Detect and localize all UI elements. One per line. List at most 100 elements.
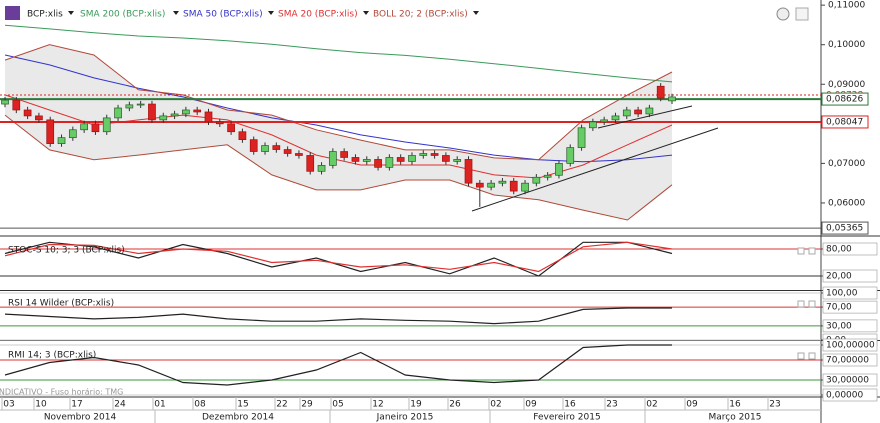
candle-body	[645, 107, 654, 115]
trend-lines	[471, 105, 719, 212]
y-tick-label: 0,11000	[828, 1, 865, 11]
candle-body	[487, 182, 495, 188]
x-tick-label: 02	[646, 400, 657, 410]
month-label: Fevereiro 2015	[533, 413, 600, 423]
legend-entry: BOLL 20; 2 (BCP:xlis)	[373, 10, 468, 20]
x-tick-label: 23	[606, 400, 617, 410]
y-tick-label: 0,10000	[828, 40, 865, 50]
tick-label-box	[822, 388, 878, 402]
x-tick-label: 10	[35, 400, 47, 410]
bollinger-lower	[4, 114, 673, 221]
candle-body	[12, 99, 21, 111]
moving-average	[4, 54, 673, 163]
y-tick-label: 30,00000	[826, 376, 869, 386]
candle-body	[295, 153, 303, 156]
x-tick-label: 16	[729, 400, 741, 410]
panel-button[interactable]	[808, 247, 816, 255]
candle-body	[498, 180, 507, 184]
x-tick-label: 09	[686, 400, 698, 410]
candle-body	[215, 121, 224, 125]
x-tick-label: 03	[3, 400, 14, 410]
panel-button[interactable]	[797, 300, 805, 308]
level-label-box	[821, 115, 869, 129]
clock-icon[interactable]	[776, 7, 790, 21]
dropdown-arrow	[173, 11, 179, 15]
candle-body	[68, 129, 77, 139]
candle-body	[283, 149, 292, 154]
dropdown-arrow	[363, 11, 369, 15]
candle-body	[408, 155, 416, 162]
x-tick-label: 12	[372, 400, 383, 410]
y-tick-label: 0,06000	[828, 198, 865, 208]
tick-label-box	[822, 353, 878, 367]
candle-body	[272, 145, 281, 150]
trend-line	[471, 127, 719, 212]
dropdown-arrow	[268, 11, 274, 15]
candle-body	[543, 174, 552, 178]
candle-body	[442, 155, 450, 162]
x-tick-label: 29	[301, 400, 313, 410]
level-label: 0,05365	[826, 224, 863, 234]
candle-body	[57, 137, 66, 144]
panel-button[interactable]	[808, 352, 816, 360]
candle-body	[136, 103, 145, 106]
candle-body	[80, 123, 88, 131]
y-tick-label: 100,00	[826, 289, 858, 299]
tick-label-box	[822, 242, 878, 256]
legend-entry: SMA 50 (BCP:xlis)	[183, 10, 263, 20]
y-tick-label: 0,09000	[828, 80, 865, 90]
candle-body	[566, 147, 575, 164]
month-label: Dezembro 2014	[202, 413, 274, 423]
candle-body	[396, 157, 405, 162]
indicator-line	[4, 241, 673, 273]
settings-icon[interactable]	[795, 7, 809, 21]
x-tick-label: 05	[332, 400, 343, 410]
tick-label-box	[822, 319, 878, 333]
x-tick-label: 08	[194, 400, 206, 410]
candle-body	[23, 109, 32, 117]
candle-body	[261, 145, 269, 152]
candle-body	[204, 111, 213, 123]
panel-title: RMI 14; 3 (BCP:xlis)	[8, 351, 96, 361]
candle-body	[362, 159, 371, 162]
trend-line	[597, 105, 693, 129]
candle-body	[238, 131, 247, 141]
level-label-box	[821, 92, 869, 106]
month-label: Janeiro 2015	[376, 413, 434, 423]
candle-body	[102, 117, 111, 133]
x-tick-label: 24	[114, 400, 126, 410]
candle-body	[385, 157, 394, 168]
x-tick-label: 22	[276, 400, 287, 410]
tick-label-box	[822, 300, 878, 314]
candle-body	[249, 139, 258, 152]
tick-label-box	[822, 269, 878, 283]
candle-body	[306, 155, 315, 172]
candle-body	[509, 180, 518, 192]
panel-button[interactable]	[797, 352, 805, 360]
candle-body	[555, 163, 563, 176]
candle-body	[148, 103, 156, 121]
candle-body	[328, 151, 337, 166]
tick-label-box	[822, 338, 878, 352]
candle-body	[532, 176, 541, 184]
candle-body	[159, 115, 168, 121]
y-tick-label: 100,00000	[826, 341, 875, 351]
panel-button[interactable]	[797, 247, 805, 255]
candle-body	[35, 115, 43, 121]
symbol-icon[interactable]	[5, 6, 20, 20]
y-tick-label: 30,00	[826, 321, 852, 331]
y-tick-label: 0,07000	[828, 159, 865, 169]
candle-body	[577, 127, 586, 148]
candle-body	[611, 115, 620, 121]
x-tick-label: 02	[490, 400, 501, 410]
symbol-label: BCP:xlis	[27, 10, 63, 20]
panel-button[interactable]	[808, 300, 816, 308]
moving-average	[4, 24, 673, 83]
dropdown-arrow	[68, 11, 74, 15]
y-tick-label: 70,00	[826, 303, 852, 313]
indicator-line	[4, 307, 672, 325]
x-tick-label: 16	[564, 400, 576, 410]
candle-body	[125, 104, 134, 109]
candle-body	[317, 165, 326, 172]
legend-entry: SMA 200 (BCP:xlis)	[80, 10, 165, 20]
